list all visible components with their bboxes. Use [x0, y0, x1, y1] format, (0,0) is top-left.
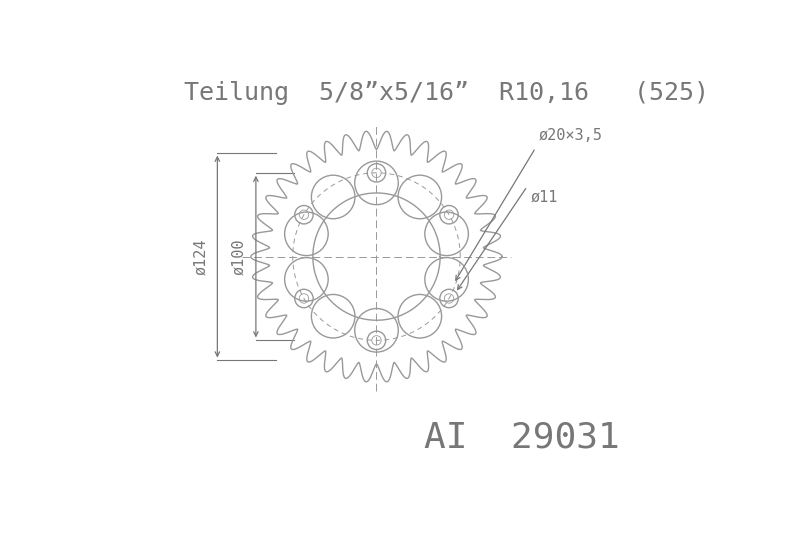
- Text: AI  29031: AI 29031: [424, 420, 619, 454]
- Text: ø11: ø11: [530, 190, 558, 205]
- Text: ø20×3,5: ø20×3,5: [539, 128, 603, 143]
- Text: ø124: ø124: [193, 238, 208, 275]
- Text: ø100: ø100: [232, 238, 246, 275]
- Text: Teilung  5/8”x5/16”  R10,16   (525): Teilung 5/8”x5/16” R10,16 (525): [184, 80, 709, 104]
